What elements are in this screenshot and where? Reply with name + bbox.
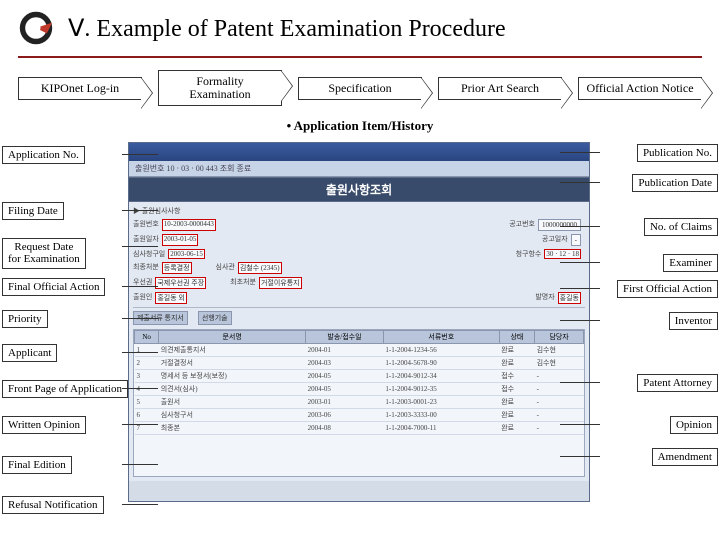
annotation-right: Patent Attorney (637, 374, 718, 392)
window-titlebar (129, 143, 589, 161)
annotation-right: Publication Date (632, 174, 718, 192)
field-pub-no: 1000000000 (538, 219, 581, 231)
field-req-date: 2003-06-15 (168, 249, 205, 259)
step-login: KIPOnet Log-in (18, 77, 142, 100)
field-priority: 국제우선권 주장 (155, 277, 206, 289)
screenshot-window: 출원번호 10 · 03 · 00 443 조회 종료 출원사항조회 ▶ 출원심… (128, 142, 590, 502)
annotation-left: Priority (2, 310, 48, 328)
header-rule (18, 56, 702, 58)
annotation-left: Written Opinion (2, 416, 86, 434)
annotation-right: Opinion (670, 416, 718, 434)
annotation-left: Front Page of Application (2, 380, 128, 398)
field-pub-date: - (571, 234, 581, 246)
step-prior-art: Prior Art Search (438, 77, 562, 100)
annotation-right: Amendment (652, 448, 718, 466)
document-list: No문서명발송/접수일서류번호상태담당자1의견제출통지서2004-011-1-2… (133, 329, 585, 477)
annotation-left: Applicant (2, 344, 57, 362)
section-subtitle: • Application Item/History (0, 118, 720, 134)
annotation-right: No. of Claims (644, 218, 718, 236)
annotation-left: Filing Date (2, 202, 64, 220)
annotation-left: Final Edition (2, 456, 72, 474)
annotation-right: Publication No. (637, 144, 718, 162)
step-official-action: Official Action Notice (578, 77, 702, 100)
window-banner: 출원사항조회 (129, 177, 589, 202)
annotation-left: Application No. (2, 146, 85, 164)
section-label: ▶ 출원심사사항 (133, 206, 180, 216)
step-specification: Specification (298, 77, 422, 100)
field-app-no: 10-2003-0000443 (162, 219, 216, 231)
field-claims: 30 · 12 · 18 (544, 249, 581, 259)
annotation-right: First Official Action (617, 280, 718, 298)
annotation-right: Examiner (663, 254, 718, 272)
annotation-left: Request Date for Examination (2, 238, 86, 268)
logo-icon (18, 10, 54, 46)
field-first: 거절이유통지 (259, 277, 302, 289)
field-filing: 2003-01-05 (162, 234, 199, 246)
process-steps: KIPOnet Log-in Formality Examination Spe… (0, 70, 720, 106)
field-examiner: 김철수 (2345) (238, 262, 282, 274)
annotation-left: Final Official Action (2, 278, 105, 296)
annotation-right: Inventor (669, 312, 718, 330)
window-toolbar: 출원번호 10 · 03 · 00 443 조회 종료 (129, 161, 589, 177)
field-inventor: 홍길동 (558, 292, 581, 304)
field-final: 등록결정 (162, 262, 192, 274)
page-title: Ⅴ. Example of Patent Examination Procedu… (68, 14, 506, 43)
step-formality: Formality Examination (158, 70, 282, 106)
annotation-left: Refusal Notification (2, 496, 104, 514)
